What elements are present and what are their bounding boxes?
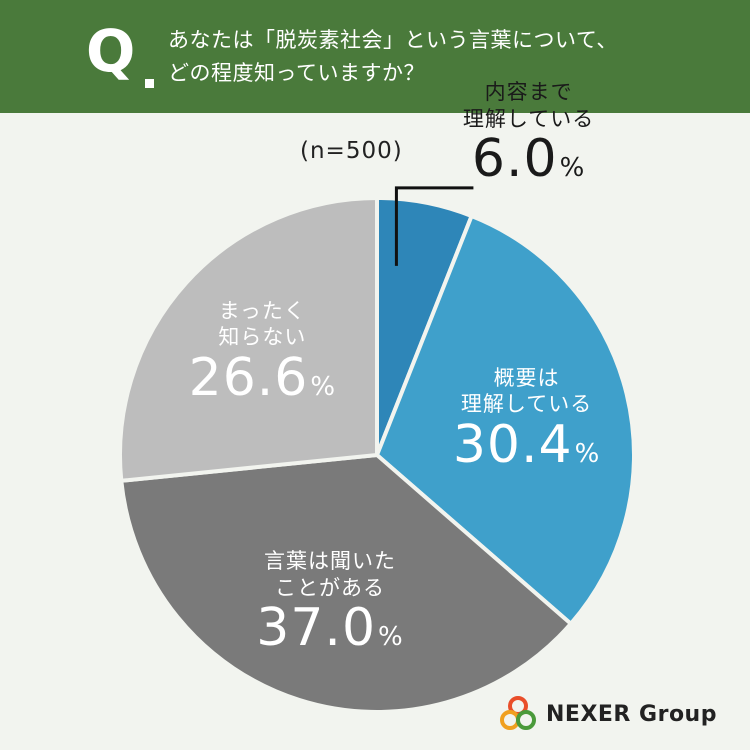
pie-slice-2 xyxy=(119,453,573,714)
question-line-2: どの程度知っていますか？ xyxy=(168,61,425,85)
question-mark-dot xyxy=(145,79,154,88)
question-header: Q あなたは「脱炭素社会」という言葉について、 どの程度知っていますか？ xyxy=(0,0,750,113)
slice-category-0-1: 理解している xyxy=(462,106,595,131)
slice-category-0-0: 内容まで xyxy=(484,80,573,105)
brand-name: NEXER Group xyxy=(546,701,717,727)
slice-label-3: まったく 知らない 26.6% xyxy=(189,298,337,405)
nexer-logo-icon xyxy=(500,696,536,730)
brand-logo: NEXER Group xyxy=(498,694,717,734)
slice-category-2-0: 言葉は聞いた xyxy=(264,549,397,574)
slice-value-1: 30.4% xyxy=(452,414,601,475)
slice-value-number-0: 6.0 xyxy=(471,128,558,189)
slice-label-0: 内容まで 理解している 6.0% xyxy=(463,79,594,186)
slice-value-number-3: 26.6 xyxy=(188,347,309,408)
pie-slice-3 xyxy=(118,196,379,483)
slice-category-3-0: まったく xyxy=(218,299,306,324)
slice-value-unit-1: % xyxy=(574,438,601,469)
slice-category-1-0: 概要は xyxy=(493,366,560,391)
slice-value-unit-0: % xyxy=(559,152,586,183)
slice-value-3: 26.6% xyxy=(188,347,337,408)
slice-value-unit-2: % xyxy=(378,621,404,652)
question-text: あなたは「脱炭素社会」という言葉について、 どの程度知っていますか？ xyxy=(168,24,618,90)
slice-value-unit-3: % xyxy=(310,371,337,402)
slice-category-1-1: 理解している xyxy=(460,392,593,417)
question-line-1: あなたは「脱炭素社会」という言葉について、 xyxy=(168,28,618,52)
slice-value-number-1: 30.4 xyxy=(452,414,573,475)
slice-value-2: 37.0% xyxy=(256,601,404,656)
sample-size: (n=500) xyxy=(300,138,403,164)
slice-value-number-2: 37.0 xyxy=(256,597,377,658)
slice-label-2: 言葉は聞いた ことがある 37.0% xyxy=(256,548,404,655)
question-mark: Q xyxy=(86,17,136,85)
slice-value-0: 6.0% xyxy=(463,132,594,187)
slice-category-3-1: 知らない xyxy=(218,325,307,350)
slice-category-2-1: ことがある xyxy=(275,575,386,600)
slice-label-1: 概要は 理解している 30.4% xyxy=(453,365,601,472)
callout-line xyxy=(394,186,474,266)
pie-slice-1 xyxy=(375,214,636,626)
